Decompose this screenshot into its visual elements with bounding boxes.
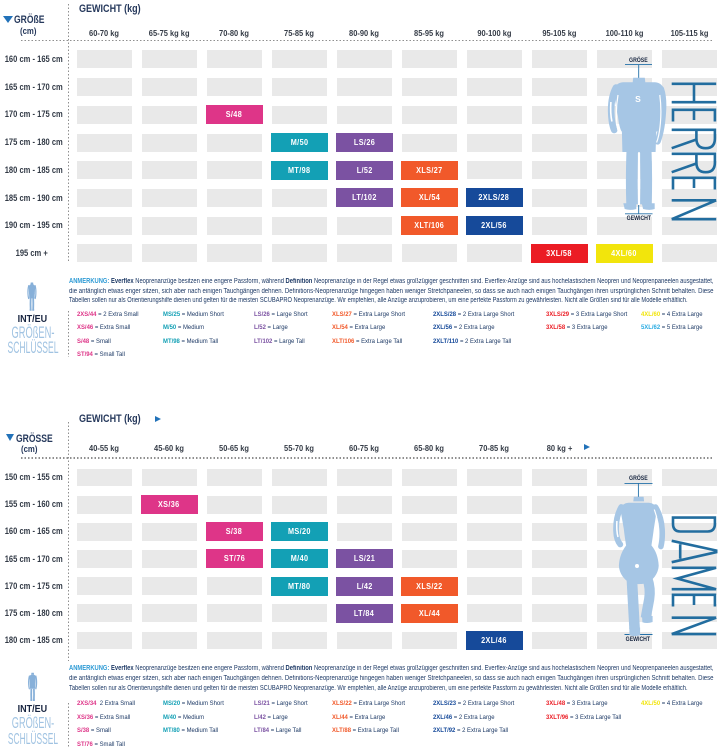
- svg-text:S: S: [635, 94, 641, 104]
